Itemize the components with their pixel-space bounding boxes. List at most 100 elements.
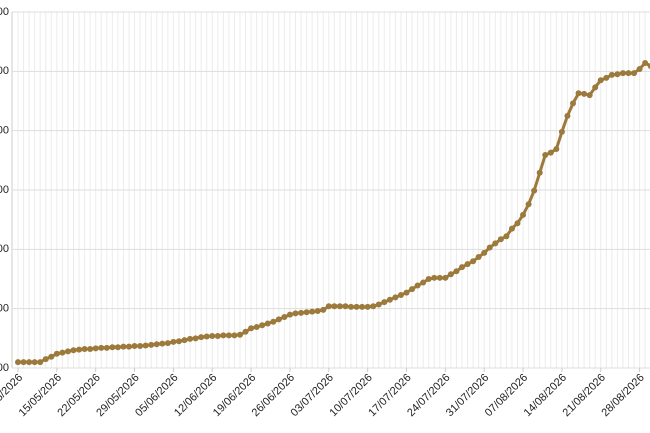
point — [15, 359, 21, 366]
point — [159, 340, 166, 347]
y-tick-label: 4000 — [0, 184, 9, 196]
point — [575, 90, 582, 97]
point — [442, 274, 449, 281]
point — [87, 346, 94, 353]
point — [59, 349, 66, 356]
point — [470, 258, 477, 265]
point — [597, 77, 604, 84]
point — [403, 289, 410, 296]
point — [547, 149, 554, 156]
y-tick-label: 3000 — [0, 243, 9, 255]
point — [92, 345, 99, 352]
point — [142, 342, 149, 349]
point — [37, 359, 44, 366]
point — [436, 274, 443, 281]
point — [192, 335, 199, 342]
point — [109, 344, 116, 351]
point — [20, 359, 27, 366]
point — [76, 346, 83, 353]
point — [520, 211, 527, 218]
point — [70, 347, 77, 354]
y-tick-label: 2000 — [0, 303, 9, 315]
point — [148, 341, 155, 348]
point — [53, 350, 60, 357]
point — [181, 337, 188, 344]
point — [647, 63, 650, 69]
point — [475, 254, 482, 261]
y-tick-label: 7000 — [0, 6, 9, 18]
point — [353, 303, 360, 310]
point — [203, 333, 210, 340]
point — [270, 318, 277, 325]
point — [298, 309, 305, 316]
point — [431, 274, 438, 281]
point — [198, 334, 205, 341]
point — [48, 353, 55, 360]
point — [331, 303, 338, 310]
point — [514, 220, 521, 227]
point — [409, 286, 416, 293]
point — [209, 332, 216, 339]
point — [558, 128, 565, 135]
point — [619, 70, 626, 77]
point — [497, 236, 504, 243]
point — [342, 303, 349, 310]
point — [42, 356, 49, 363]
y-tick-label: 1000 — [0, 362, 9, 374]
point — [259, 322, 266, 329]
point — [320, 306, 327, 313]
point — [603, 74, 610, 81]
point — [348, 303, 354, 310]
y-tick-label: 5000 — [0, 125, 9, 137]
point — [336, 303, 343, 310]
point — [225, 332, 232, 339]
point — [542, 151, 549, 158]
point — [370, 303, 377, 310]
point — [414, 282, 421, 289]
point — [98, 344, 105, 351]
point — [531, 187, 538, 194]
point — [175, 338, 182, 345]
point — [359, 303, 366, 310]
point — [126, 343, 132, 350]
point — [386, 296, 393, 303]
point — [81, 346, 88, 353]
point — [486, 244, 493, 251]
point — [114, 344, 121, 351]
point — [464, 261, 471, 268]
point — [64, 348, 71, 355]
point — [248, 325, 255, 332]
point — [275, 316, 282, 323]
point — [392, 294, 399, 301]
point — [187, 335, 194, 342]
point — [286, 311, 293, 318]
point — [220, 332, 227, 339]
point — [31, 359, 38, 366]
point — [631, 70, 638, 77]
point — [564, 112, 571, 119]
point — [120, 343, 127, 350]
point — [447, 271, 454, 278]
point — [503, 233, 510, 240]
point — [137, 343, 144, 350]
point — [292, 310, 299, 317]
point — [264, 320, 271, 327]
point — [253, 324, 260, 331]
point — [459, 264, 465, 271]
point — [586, 92, 593, 99]
point — [636, 65, 643, 72]
point — [170, 338, 177, 345]
point — [625, 70, 632, 77]
point — [642, 60, 649, 67]
point — [231, 332, 238, 339]
y-tick-label: 6000 — [0, 65, 9, 77]
point — [536, 169, 543, 176]
point — [425, 276, 432, 282]
point — [592, 84, 599, 91]
point — [570, 100, 576, 107]
point — [508, 225, 515, 232]
point — [364, 303, 371, 310]
point — [131, 343, 138, 350]
point — [164, 340, 171, 347]
